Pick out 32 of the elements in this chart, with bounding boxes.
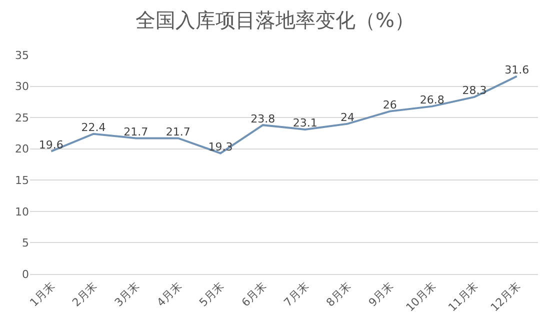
x-tick-label: 8月末: [324, 280, 354, 310]
y-tick-label: 30: [15, 80, 29, 94]
chart-title: 全国入库项目落地率变化（%）: [135, 8, 415, 32]
x-tick-label: 11月末: [446, 280, 481, 314]
data-label: 21.7: [166, 125, 190, 138]
data-label: 24: [340, 111, 354, 124]
x-tick-label: 4月末: [154, 280, 184, 310]
data-label: 21.7: [124, 125, 148, 138]
y-tick-label: 25: [15, 111, 29, 124]
y-tick-label: 35: [15, 48, 29, 62]
data-label: 31.6: [504, 64, 530, 77]
data-label: 26.8: [420, 94, 444, 107]
data-label: 26: [382, 98, 397, 112]
x-tick-label: 3月末: [112, 280, 142, 310]
x-tick-label: 1月末: [27, 280, 58, 310]
x-tick-label: 7月末: [281, 280, 312, 310]
x-tick-label: 5月末: [196, 280, 227, 310]
y-tick-label: 0: [22, 268, 29, 281]
x-tick-label: 2月末: [70, 280, 100, 310]
y-tick-label: 15: [15, 174, 29, 187]
data-label: 23.8: [250, 112, 276, 126]
y-tick-label: 10: [15, 205, 29, 218]
y-tick-label: 20: [15, 142, 29, 156]
x-tick-label: 10月末: [404, 280, 438, 314]
y-tick-label: 5: [22, 236, 29, 250]
x-tick-label: 9月末: [366, 280, 396, 310]
x-tick-label: 12月末: [488, 280, 523, 314]
data-label: 28.3: [462, 84, 487, 98]
x-tick-label: 6月末: [239, 280, 269, 310]
data-label: 19.6: [38, 138, 64, 152]
data-label: 23.1: [292, 116, 318, 130]
data-label: 22.4: [81, 121, 106, 134]
